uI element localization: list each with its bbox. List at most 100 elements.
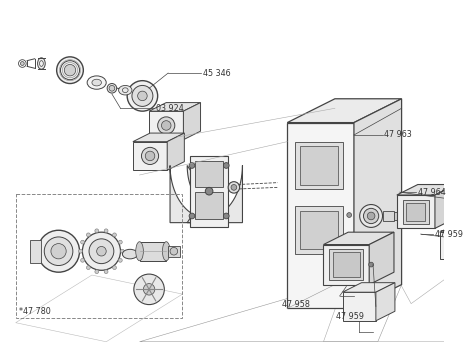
Circle shape [120,249,124,253]
Circle shape [107,84,117,93]
Text: 47 963: 47 963 [385,131,412,140]
Circle shape [44,237,73,266]
Circle shape [228,182,239,193]
Polygon shape [133,142,167,170]
Bar [295,142,343,189]
Circle shape [104,270,108,274]
Circle shape [347,213,352,217]
Circle shape [223,163,229,168]
Circle shape [113,266,116,270]
Circle shape [145,151,155,161]
Circle shape [189,213,195,219]
Text: *47 780: *47 780 [19,307,50,316]
Circle shape [206,187,213,195]
Text: 47 964: 47 964 [418,188,445,197]
Polygon shape [397,195,435,228]
Circle shape [170,247,178,255]
Ellipse shape [122,249,138,259]
Bar [299,211,338,249]
Bar [16,194,182,318]
Bar [299,146,338,184]
Circle shape [141,147,159,164]
Circle shape [367,212,375,220]
Polygon shape [149,103,200,111]
Circle shape [223,213,229,219]
Circle shape [359,204,383,228]
Polygon shape [354,99,402,308]
Text: 47 958: 47 958 [282,300,310,309]
Circle shape [119,240,122,244]
Text: 47 959: 47 959 [336,313,364,322]
Circle shape [119,258,122,262]
Circle shape [455,204,460,209]
Circle shape [51,244,66,259]
Circle shape [38,230,80,272]
Bar [30,240,41,262]
Circle shape [86,233,90,237]
Ellipse shape [87,76,106,89]
Polygon shape [170,166,242,223]
Bar [140,242,166,261]
Bar [195,161,223,187]
Polygon shape [324,245,369,285]
Bar [168,245,179,257]
Circle shape [134,274,164,304]
Text: 47 959: 47 959 [435,230,463,239]
Circle shape [143,284,155,295]
Circle shape [82,232,120,270]
Circle shape [231,184,237,190]
Text: 03 924: 03 924 [156,104,184,113]
Circle shape [80,258,85,262]
Polygon shape [167,133,184,170]
Circle shape [127,80,158,111]
Polygon shape [343,292,376,321]
Polygon shape [376,283,395,321]
Bar [403,200,429,224]
Circle shape [138,91,147,101]
Ellipse shape [38,58,45,69]
Circle shape [57,57,83,84]
Polygon shape [435,184,456,228]
Ellipse shape [119,85,132,95]
Bar [406,203,425,221]
Text: 45 346: 45 346 [203,69,231,78]
Ellipse shape [136,242,143,261]
Circle shape [158,117,175,134]
Ellipse shape [162,242,170,261]
Circle shape [95,270,99,274]
Bar [329,249,364,280]
Circle shape [132,85,153,106]
Bar [195,192,223,219]
Polygon shape [324,232,394,245]
Circle shape [80,240,85,244]
Polygon shape [287,99,402,122]
Circle shape [89,239,114,264]
Bar [190,156,228,228]
Polygon shape [369,232,394,285]
Circle shape [161,121,171,130]
Circle shape [364,208,379,224]
Bar [394,212,402,220]
Polygon shape [440,225,465,232]
Circle shape [104,229,108,233]
Circle shape [86,266,90,270]
Circle shape [79,249,82,253]
Polygon shape [397,184,456,195]
Bar [295,206,343,254]
Circle shape [113,233,116,237]
Polygon shape [183,103,200,140]
Bar [383,211,394,221]
Circle shape [95,229,99,233]
Circle shape [189,163,195,168]
Circle shape [20,62,24,65]
Polygon shape [287,122,354,308]
Circle shape [124,88,130,93]
Circle shape [369,262,373,267]
Circle shape [97,246,106,256]
Polygon shape [149,111,183,140]
Polygon shape [133,133,184,142]
Circle shape [109,85,115,91]
Polygon shape [343,283,395,292]
Polygon shape [440,232,465,259]
Bar [333,252,359,277]
